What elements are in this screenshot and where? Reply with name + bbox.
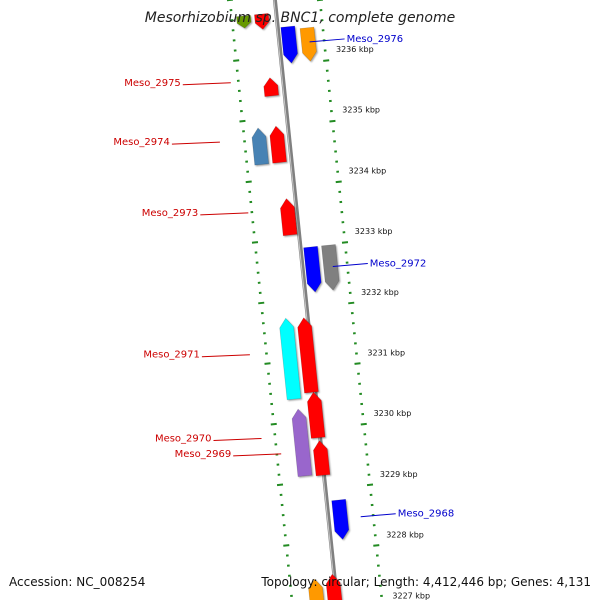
scale-kbp-label: 3231 kbp [367, 349, 405, 358]
ruler-tick [258, 301, 265, 305]
gene-arrow [321, 244, 340, 291]
ruler-tick [373, 544, 380, 547]
gene-label: Meso_2969 [175, 449, 232, 460]
gene-arrow [251, 127, 270, 166]
ruler-tick [354, 362, 361, 365]
gene-label: Meso_2975 [124, 78, 181, 89]
scale-kbp-label: 3235 kbp [342, 106, 380, 115]
ruler-tick [245, 180, 252, 184]
scale-kbp-label: 3227 kbp [392, 591, 430, 600]
scale-kbp-label: 3234 kbp [349, 166, 387, 175]
gene-arrow [279, 317, 302, 401]
scale-kbp-label: 3230 kbp [374, 409, 412, 418]
accession-text: Accession: NC_008254 [9, 575, 145, 589]
gene-arrow [308, 578, 325, 600]
ruler-tick [239, 119, 246, 123]
scale-kbp-label: 3232 kbp [361, 288, 399, 297]
gene-arrow [291, 408, 313, 477]
ruler-tick [360, 422, 367, 426]
gene-label: Meso_2973 [142, 208, 199, 219]
gene-arrow [269, 125, 287, 164]
ruler-tick [251, 241, 259, 244]
gene-arrow [263, 77, 280, 97]
scale-ruler [226, 0, 383, 598]
scale-kbp-label: 3236 kbp [336, 45, 374, 54]
label-leader-line [332, 263, 368, 267]
ruler-tick [276, 483, 284, 487]
gene-label: Meso_2974 [113, 137, 170, 148]
label-leader-line [309, 38, 345, 43]
ruler-tick [329, 119, 336, 123]
scale-kbp-label: 3228 kbp [386, 531, 424, 540]
gene-arrow [299, 26, 317, 62]
gene-labels: Meso_2976 Meso_2975 Meso_2974 Meso_2973 Meso… [113, 34, 454, 520]
gene-arrow [280, 198, 298, 237]
gene-label: Meso_2970 [155, 434, 212, 445]
scale-kbp-label: 3233 kbp [355, 227, 393, 236]
backbone-line [272, 0, 339, 600]
backbone [272, 0, 339, 600]
ruler-tick [283, 544, 290, 547]
label-leader-line [201, 354, 250, 358]
ruler-tick [264, 362, 271, 365]
map-title: Mesorhizobium sp. BNC1, complete genome [145, 10, 456, 26]
gene-label: Meso_2968 [398, 509, 455, 520]
backbone-highlight [273, 0, 337, 600]
gene-arrow [331, 498, 350, 540]
ruler-tick [233, 59, 240, 62]
gene-label: Meso_2971 [143, 350, 200, 361]
ruler-tick [341, 241, 349, 244]
label-leader-line [233, 453, 282, 457]
gene-arrow [307, 391, 326, 439]
gene-label: Meso_2972 [370, 259, 427, 270]
gene-arrow [236, 14, 252, 29]
gene-arrow [303, 245, 322, 293]
ruler-tick [348, 301, 355, 305]
gene-arrow [313, 440, 331, 477]
scale-labels: 3236 kbp 3235 kbp 3234 kbp 3233 kbp 3232 kbp… [336, 45, 430, 600]
gene-arrow [254, 13, 270, 30]
ruler-tick [270, 422, 277, 426]
label-leader-line [200, 212, 249, 216]
label-leader-line [360, 513, 396, 518]
ruler-tick [335, 180, 342, 184]
label-leader-line [213, 437, 262, 441]
scale-kbp-label: 3229 kbp [380, 470, 418, 479]
topology-text: Topology: circular; Length: 4,412,446 bp… [260, 575, 591, 589]
gene-arrow [297, 317, 319, 394]
ruler-tick [366, 483, 374, 487]
gene-arrow [325, 573, 343, 600]
label-leader-line [182, 82, 231, 86]
gene-track [236, 13, 350, 600]
ruler-tick [323, 59, 330, 62]
gene-label: Meso_2976 [347, 34, 404, 45]
label-leader-line [171, 141, 220, 145]
gene-arrow [280, 25, 298, 64]
